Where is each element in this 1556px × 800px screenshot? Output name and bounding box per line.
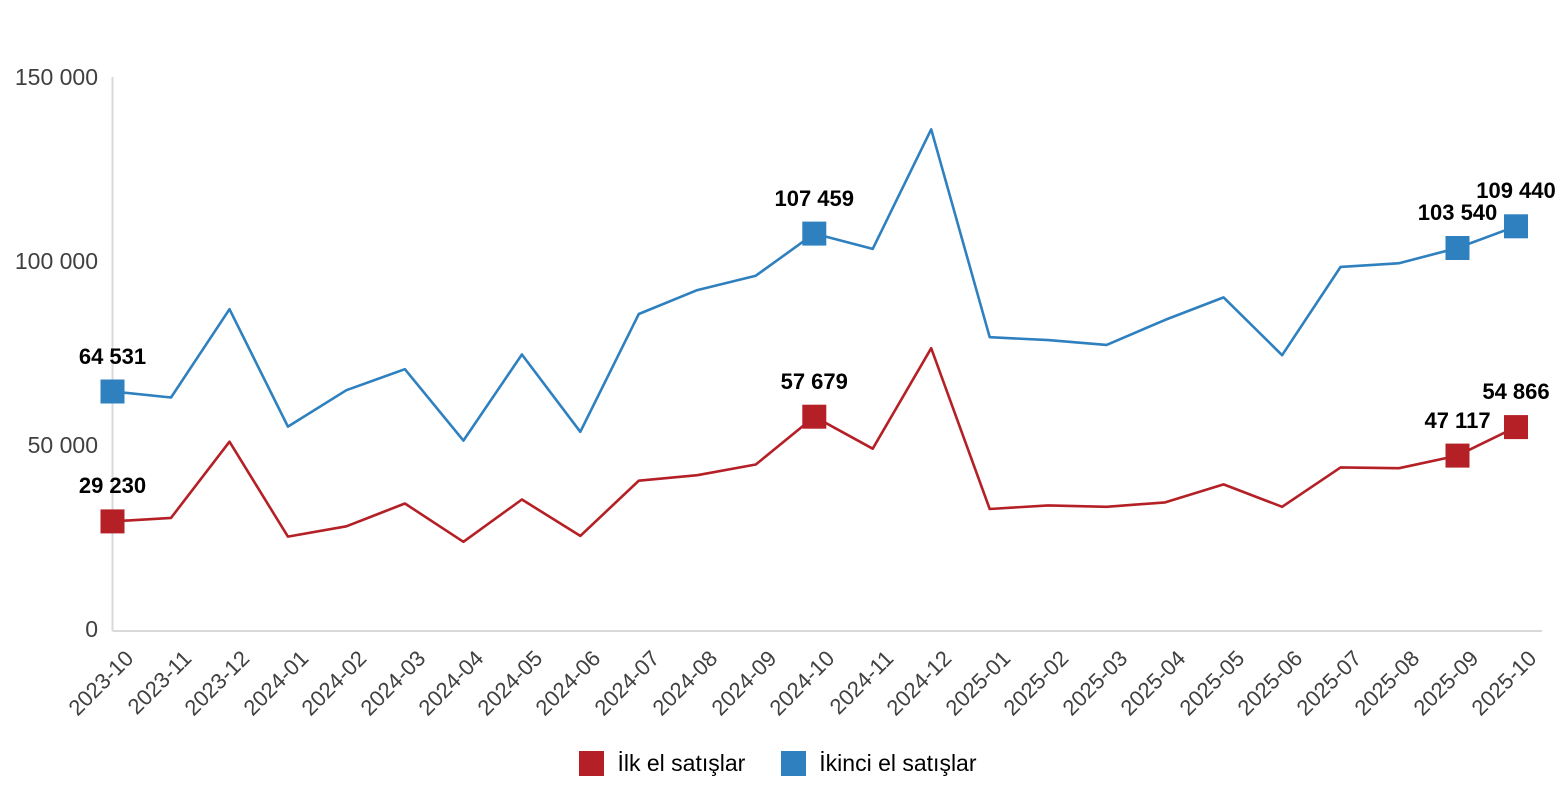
series-marker bbox=[802, 221, 827, 246]
first-hand-series-swatch-icon bbox=[579, 751, 605, 776]
second-hand-series-swatch-icon bbox=[781, 751, 807, 776]
y-tick-label: 100 000 bbox=[14, 248, 98, 274]
series-marker bbox=[100, 509, 125, 534]
legend-item-second-hand-sales: İkinci el satışlar bbox=[781, 750, 977, 776]
data-point-label: 47 117 bbox=[1424, 407, 1491, 433]
data-point-label: 103 540 bbox=[1417, 199, 1498, 225]
y-tick-label: 150 000 bbox=[14, 64, 98, 90]
data-point-label: 57 679 bbox=[780, 368, 848, 394]
data-point-label: 109 440 bbox=[1476, 178, 1556, 204]
series-marker bbox=[1504, 415, 1528, 440]
y-tick-label: 50 000 bbox=[27, 432, 98, 458]
series-marker bbox=[802, 404, 827, 429]
series-marker bbox=[1445, 443, 1470, 468]
legend-label: İlk el satışlar bbox=[617, 750, 746, 776]
series-marker bbox=[1445, 236, 1470, 260]
y-tick-label: 0 bbox=[85, 616, 98, 642]
chart-legend: İlk el satışlar İkinci el satışlar bbox=[0, 751, 1556, 776]
series-marker bbox=[100, 379, 125, 404]
legend-label: İkinci el satışlar bbox=[819, 750, 977, 776]
legend-item-first-hand-sales: İlk el satışlar bbox=[579, 751, 745, 776]
data-point-label: 107 459 bbox=[774, 185, 855, 211]
series-marker bbox=[1504, 214, 1528, 239]
data-point-label: 64 531 bbox=[78, 343, 147, 369]
data-point-label: 29 230 bbox=[78, 473, 147, 499]
data-point-label: 54 866 bbox=[1482, 379, 1550, 405]
